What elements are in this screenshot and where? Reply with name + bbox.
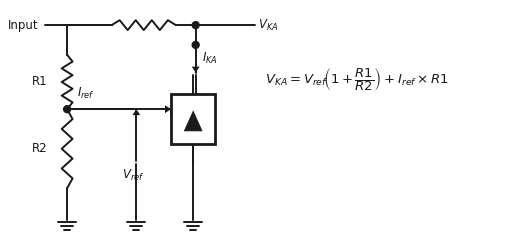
Circle shape bbox=[64, 106, 71, 113]
Polygon shape bbox=[165, 105, 171, 113]
Circle shape bbox=[192, 41, 199, 48]
Polygon shape bbox=[192, 67, 200, 73]
Text: $V_{KA} = V_{ref}\!\left(1 + \dfrac{R1}{R2}\right) + I_{ref} \times R1$: $V_{KA} = V_{ref}\!\left(1 + \dfrac{R1}{… bbox=[265, 66, 449, 93]
Circle shape bbox=[192, 22, 199, 29]
Polygon shape bbox=[184, 111, 202, 131]
Text: $V_{ref}$: $V_{ref}$ bbox=[122, 168, 145, 183]
Text: $I_{ref}$: $I_{ref}$ bbox=[77, 86, 95, 101]
Bar bbox=[171, 94, 215, 144]
Text: R1: R1 bbox=[32, 75, 47, 88]
Polygon shape bbox=[132, 109, 140, 115]
Text: $I_{KA}$: $I_{KA}$ bbox=[202, 51, 217, 66]
Text: Input: Input bbox=[8, 19, 38, 32]
Text: R2: R2 bbox=[32, 142, 47, 155]
Text: $V_{KA}$: $V_{KA}$ bbox=[258, 18, 278, 33]
